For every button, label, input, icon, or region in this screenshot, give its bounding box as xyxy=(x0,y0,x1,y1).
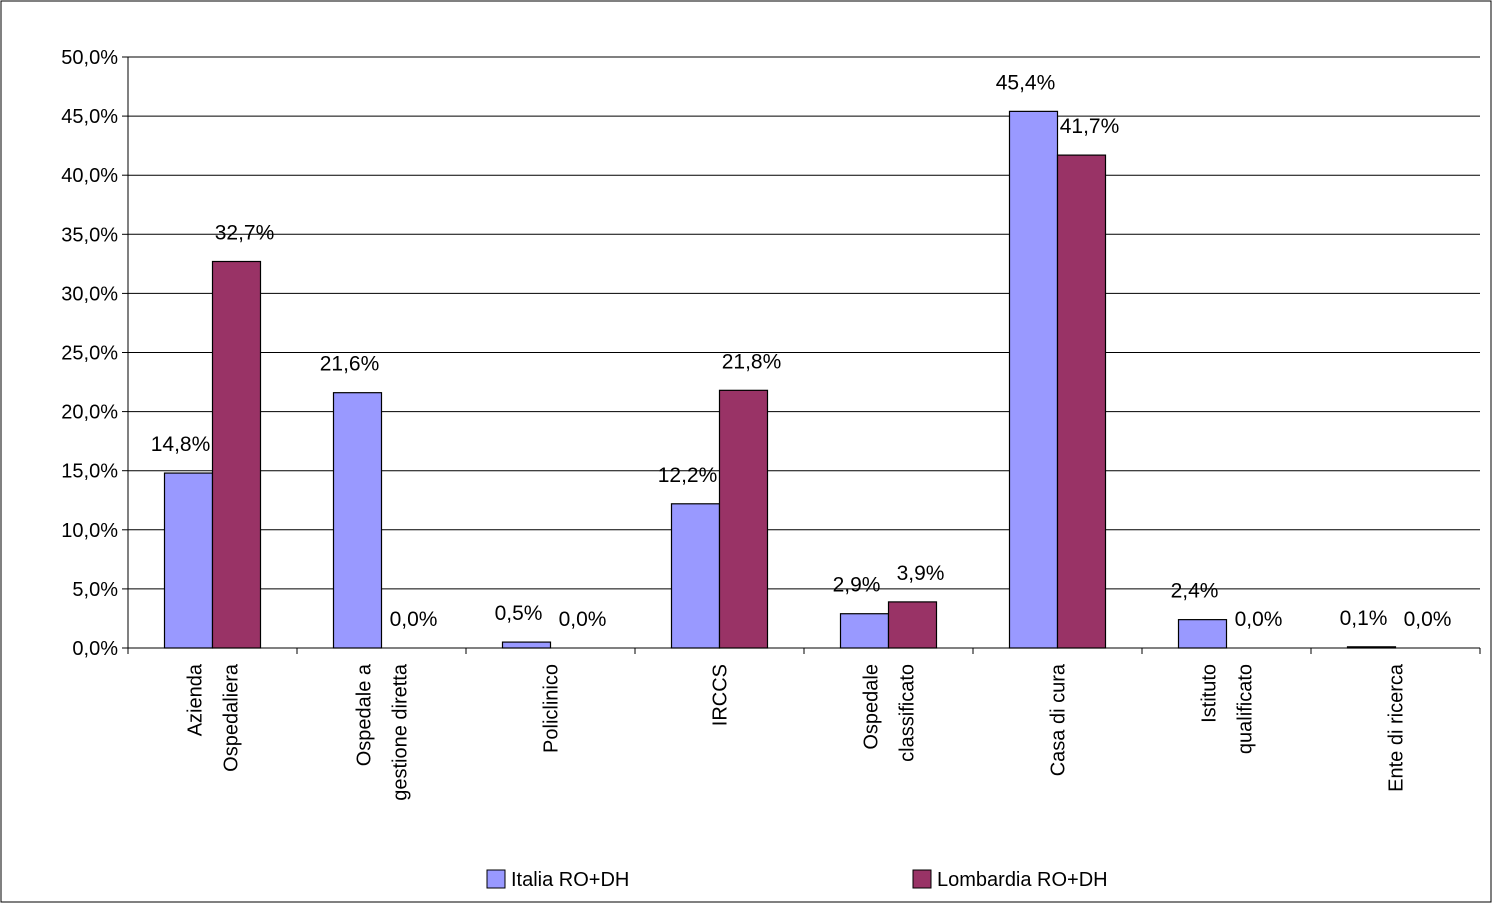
x-tick-label: Ospedaliera xyxy=(221,663,243,772)
y-tick-label: 40,0% xyxy=(61,165,118,187)
data-label: 0,5% xyxy=(495,602,543,625)
x-tick-label: Ospedale a xyxy=(354,663,376,766)
bar xyxy=(1008,110,1059,649)
bar xyxy=(1346,646,1397,649)
data-label: 0,0% xyxy=(1404,608,1452,631)
x-tick-label: Casa di cura xyxy=(1048,663,1070,776)
data-label: 45,4% xyxy=(996,71,1056,94)
x-tick-label: classificato xyxy=(897,664,919,762)
x-tick-label: qualificato xyxy=(1235,664,1257,754)
bar xyxy=(1177,619,1228,649)
data-label: 32,7% xyxy=(215,221,275,244)
x-tick-label: Azienda xyxy=(185,663,207,736)
bar xyxy=(211,260,262,649)
bar xyxy=(887,601,938,649)
data-label: 3,9% xyxy=(897,562,945,585)
y-tick-label: 10,0% xyxy=(61,520,118,542)
x-tick-label: Ente di ricerca xyxy=(1386,663,1408,792)
y-tick-label: 35,0% xyxy=(61,224,118,246)
data-label: 0,0% xyxy=(1235,608,1283,631)
x-tick-label: Ospedale xyxy=(861,664,883,750)
legend: Italia RO+DH Lombardia RO+DH xyxy=(486,869,1108,891)
y-tick-label: 45,0% xyxy=(61,106,118,128)
bar xyxy=(163,472,214,649)
y-tick-label: 30,0% xyxy=(61,283,118,305)
data-label: 21,8% xyxy=(722,350,782,373)
x-tick-label: IRCCS xyxy=(710,664,732,726)
data-label: 0,0% xyxy=(559,608,607,631)
legend-swatch xyxy=(912,869,932,889)
data-label: 2,9% xyxy=(833,574,881,597)
data-label: 21,6% xyxy=(320,353,380,376)
data-label: 14,8% xyxy=(151,433,211,456)
bar xyxy=(501,641,552,649)
x-tick-label: gestione diretta xyxy=(390,663,412,801)
x-tick-label: Istituto xyxy=(1199,664,1221,723)
y-tick-label: 0,0% xyxy=(72,638,118,660)
data-labels: 14,8% 21,6% 0,5% 12,2% 2,9% 45,4% 2,4% 0,1% 32,7… xyxy=(151,71,1452,631)
y-tick-label: 50,0% xyxy=(61,47,118,69)
bars xyxy=(163,110,1397,649)
bar xyxy=(670,503,721,649)
bar xyxy=(332,392,383,649)
bar xyxy=(718,389,769,649)
bar xyxy=(1056,154,1107,649)
x-tick-label: Policlinico xyxy=(541,664,563,753)
y-tick-label: 20,0% xyxy=(61,402,118,424)
data-label: 0,0% xyxy=(390,608,438,631)
y-tick-label: 5,0% xyxy=(72,579,118,601)
data-label: 2,4% xyxy=(1171,580,1219,603)
legend-label: Lombardia RO+DH xyxy=(937,869,1108,891)
y-tick-label: 15,0% xyxy=(61,461,118,483)
legend-swatch xyxy=(486,869,506,889)
data-label: 41,7% xyxy=(1060,115,1120,138)
bar xyxy=(839,613,890,649)
legend-label: Italia RO+DH xyxy=(511,869,629,891)
y-tick-label: 25,0% xyxy=(61,343,118,365)
data-label: 0,1% xyxy=(1340,607,1388,630)
data-label: 12,2% xyxy=(658,464,718,487)
